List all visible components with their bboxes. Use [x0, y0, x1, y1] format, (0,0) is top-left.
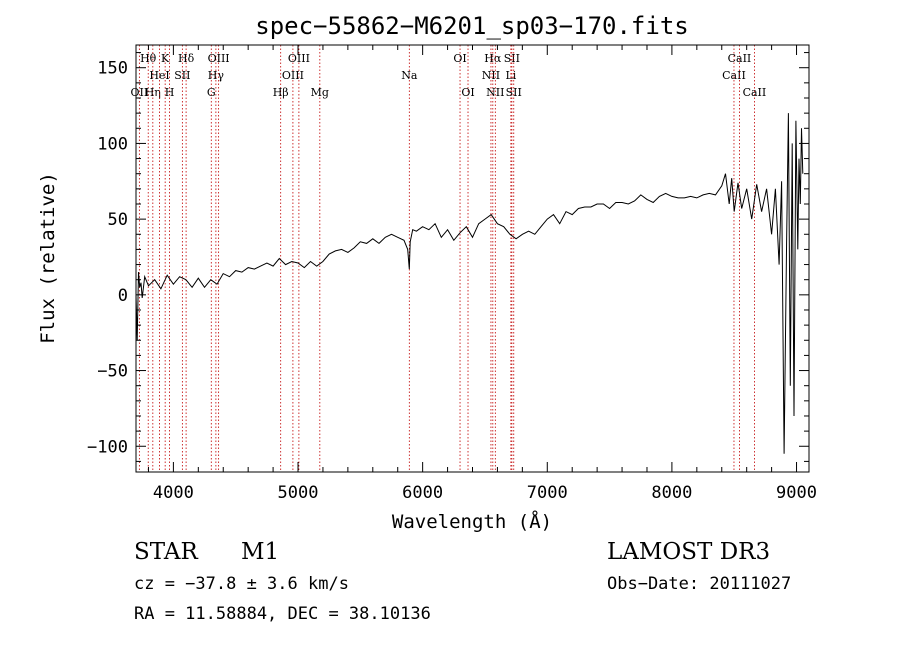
y-tick-label: −50	[97, 362, 128, 382]
line-label-NII-6548: NII	[482, 69, 500, 82]
line-label-Mg: Mg	[311, 86, 329, 99]
y-tick-label: 50	[108, 210, 128, 230]
line-label-SII-6731: SII	[506, 86, 522, 99]
y-axis-label: Flux (relative)	[37, 172, 59, 344]
x-tick-label: 9000	[776, 483, 817, 503]
redshift-text: cz = −37.8 ± 3.6 km/s	[134, 574, 349, 594]
x-axis-ticks: 4000 5000 6000 7000 8000 9000	[147, 45, 817, 503]
x-tick-label: 8000	[651, 483, 692, 503]
line-label-NII-6583: NII	[486, 86, 504, 99]
x-tick-label: 7000	[527, 483, 568, 503]
y-tick-label: −100	[87, 437, 128, 457]
line-label-H-delta: Hδ	[178, 52, 195, 65]
emission-lines-group: OII Hθ Hη HeI K H SII Hδ G Hγ OIII Hβ OIII OIII Mg Na OI…	[131, 45, 767, 472]
line-label-HeI: HeI	[149, 69, 169, 82]
line-label-H: H	[165, 86, 175, 99]
x-tick-label: 6000	[402, 483, 443, 503]
x-axis-label: Wavelength (Å)	[392, 510, 552, 533]
survey-name: LAMOST DR3	[607, 539, 771, 565]
line-label-H-theta: Hθ	[140, 52, 157, 65]
line-label-OIII-4959: OIII	[282, 69, 304, 82]
line-label-CaII-8542: CaII	[728, 52, 752, 65]
line-label-Na: Na	[401, 69, 418, 82]
x-tick-label: 4000	[153, 483, 194, 503]
y-tick-label: 150	[97, 59, 128, 79]
spectrum-line	[135, 113, 804, 454]
line-label-OIII-4363: OIII	[208, 52, 230, 65]
y-tick-label: 0	[118, 286, 128, 306]
plot-frame	[135, 44, 810, 473]
obs-date: Obs−Date: 20111027	[607, 574, 792, 594]
line-label-SII-4072: SII	[174, 69, 190, 82]
y-axis-ticks: −100 −50 0 50 100 150	[87, 52, 809, 462]
line-label-SII-6716: SII	[504, 52, 520, 65]
line-label-K: K	[161, 52, 170, 65]
line-label-H-beta: Hβ	[273, 86, 289, 99]
line-label-H-eta: Hη	[145, 86, 161, 99]
chart-title: spec−55862−M6201_sp03−170.fits	[255, 12, 688, 40]
object-subclass: M1	[241, 539, 280, 565]
line-label-OI-6300: OI	[453, 52, 466, 65]
line-label-CaII-8498: CaII	[722, 69, 746, 82]
line-label-OII: OII	[131, 86, 149, 99]
x-tick-label: 5000	[278, 483, 319, 503]
line-label-OI-6364: OI	[461, 86, 474, 99]
line-label-H-gamma: Hγ	[208, 69, 225, 82]
object-type: STAR	[134, 539, 198, 565]
line-label-OIII-5007: OIII	[288, 52, 310, 65]
line-label-CaII-8662: CaII	[743, 86, 767, 99]
y-tick-label: 100	[97, 134, 128, 154]
coordinates: RA = 11.58884, DEC = 38.10136	[134, 604, 431, 624]
line-label-H-alpha: Hα	[484, 52, 502, 65]
line-label-G: G	[207, 86, 216, 99]
line-label-LiI: Li	[505, 69, 516, 82]
